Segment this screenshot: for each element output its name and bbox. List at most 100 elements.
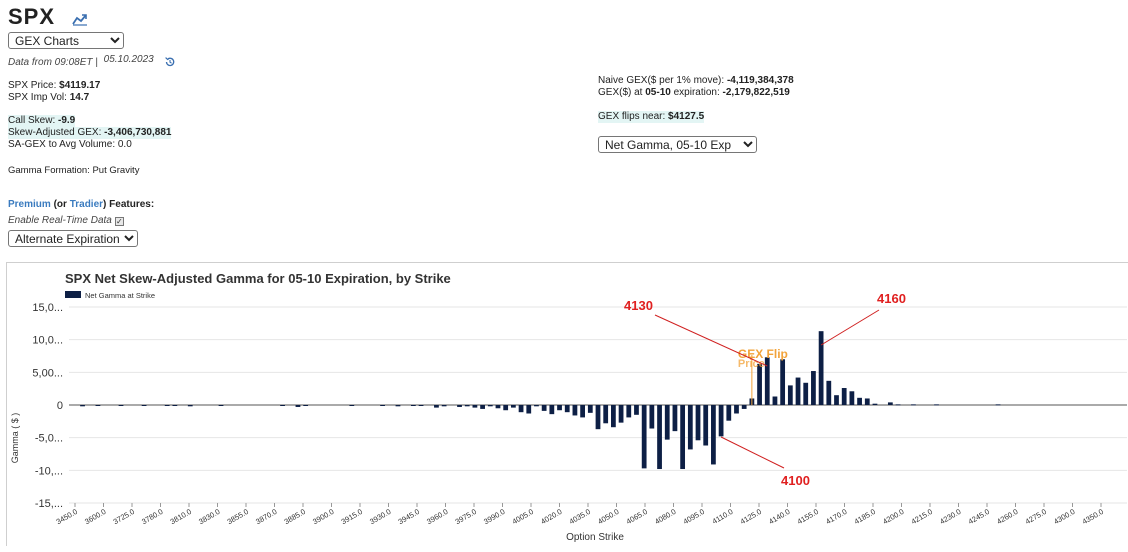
y-tick-label: 10,0... [32,335,63,347]
x-tick-label: 3945.0 [397,507,421,526]
page-title: SPX [8,4,56,29]
net-gamma-select[interactable]: Net Gamma, 05-10 Exp [598,136,757,153]
y-tick-label: 15,0... [32,302,63,314]
gamma-bar [687,405,693,450]
gamma-bar [434,405,439,408]
x-tick-label: 3900.0 [311,507,335,526]
gamma-bar [495,405,501,409]
x-tick-label: 3960.0 [425,507,449,526]
y-tick-label: 0 [57,400,63,412]
x-tick-label: 3990.0 [482,507,506,526]
gamma-bar [718,405,724,437]
gamma-bar [757,363,762,405]
gex-flips-row: GEX flips near: $4127.5 [598,111,705,123]
gamma-bar [587,405,593,413]
alternate-expiration-select[interactable]: Alternate Expiration [8,230,138,247]
gamma-bar [410,405,416,406]
gamma-bar [764,357,770,405]
annotation-label: 4130 [624,298,653,313]
gamma-bar [787,385,793,405]
x-tick-label: 4005.0 [511,507,535,526]
data-from-label: Data from 09:08ET | [8,57,98,68]
gamma-bar [218,405,224,406]
gamma-bar [911,404,916,406]
gamma-bar [549,405,555,415]
x-tick-label: 3830.0 [197,507,221,526]
gamma-chart: SPX Net Skew-Adjusted Gamma for 05-10 Ex… [10,271,1127,543]
gamma-bar [818,331,824,405]
gamma-bar [934,404,939,406]
gamma-bar [803,382,809,405]
realtime-checkbox[interactable]: ✓ [114,217,124,226]
x-tick-label: 4170.0 [824,507,848,526]
x-tick-label: 4350.0 [1081,507,1105,526]
annotation-label: 4100 [781,473,810,488]
gamma-bar [395,405,401,407]
gamma-bar [380,405,385,406]
realtime-label: Enable Real-Time Data [8,215,112,226]
gamma-bar [595,405,601,430]
x-tick-label: 4230.0 [938,507,962,526]
gamma-bar [580,405,585,418]
gamma-bar [780,359,786,405]
refresh-history-icon[interactable] [164,56,176,68]
legend-label: Net Gamma at Strike [85,291,155,300]
gamma-bar [703,405,709,446]
annotation-line [654,314,768,367]
gamma-bar [141,405,147,406]
gamma-bar [280,405,285,406]
gamma-bar [172,405,178,406]
skew-adjusted-gex-row: Skew-Adjusted GEX: -3,406,730,881 [8,127,172,139]
gamma-bar [518,405,524,413]
x-tick-label: 4125.0 [739,507,763,526]
x-tick-label: 3855.0 [226,507,250,526]
x-tick-label: 4050.0 [596,507,620,526]
gamma-bar [526,405,532,414]
gamma-bar [857,397,862,405]
gamma-bar [641,405,647,469]
y-tick-label: -5,0... [35,433,63,445]
x-tick-label: 3915.0 [340,507,364,526]
gamma-bar [995,404,1001,406]
sa-gex-row: SA-GEX to Avg Volume: 0.0 [8,139,132,150]
chart-trend-icon[interactable] [72,12,88,26]
gex-flips-value: $4127.5 [668,111,705,122]
x-tick-label: 3810.0 [169,507,193,526]
x-tick-label: 3870.0 [254,507,278,526]
tradier-link[interactable]: Tradier [69,199,104,210]
gamma-bar [480,405,485,409]
gamma-bar [464,405,470,407]
gex-flip-label: GEX Flip [738,347,788,361]
gamma-bar [487,405,493,407]
premium-link[interactable]: Premium [8,199,51,210]
gamma-bar [349,405,355,406]
gamma-bar [457,405,462,407]
data-timestamp: Data from 09:08ET | 05.10.2023 [8,54,154,69]
call-skew-row: Call Skew: -9.9 [8,115,76,127]
gamma-bar [734,405,739,414]
gamma-bar [187,405,193,407]
gex-at-expiration-value: -2,179,822,519 [722,87,790,98]
legend-swatch [65,291,81,298]
x-tick-label: 4300.0 [1052,507,1076,526]
gamma-bar [626,405,632,418]
gamma-bar [80,405,85,407]
y-tick-label: -15,... [35,498,63,510]
gamma-bar [418,405,424,406]
x-tick-label: 4185.0 [853,507,877,526]
gamma-bar [649,405,655,429]
x-tick-label: 4035.0 [568,507,592,526]
gamma-bar [849,391,855,405]
gamma-bar [634,405,639,415]
gamma-bar [680,405,686,470]
gamma-bar [695,405,701,441]
gamma-bar [472,405,478,408]
gamma-bar [726,405,732,421]
x-tick-label: 4155.0 [796,507,820,526]
x-tick-label: 3725.0 [112,507,136,526]
gamma-bar [611,405,616,428]
chart-type-select[interactable]: GEX Charts [8,32,124,49]
gamma-bar [572,405,578,416]
x-tick-label: 4245.0 [967,507,991,526]
gamma-bar [541,405,547,411]
